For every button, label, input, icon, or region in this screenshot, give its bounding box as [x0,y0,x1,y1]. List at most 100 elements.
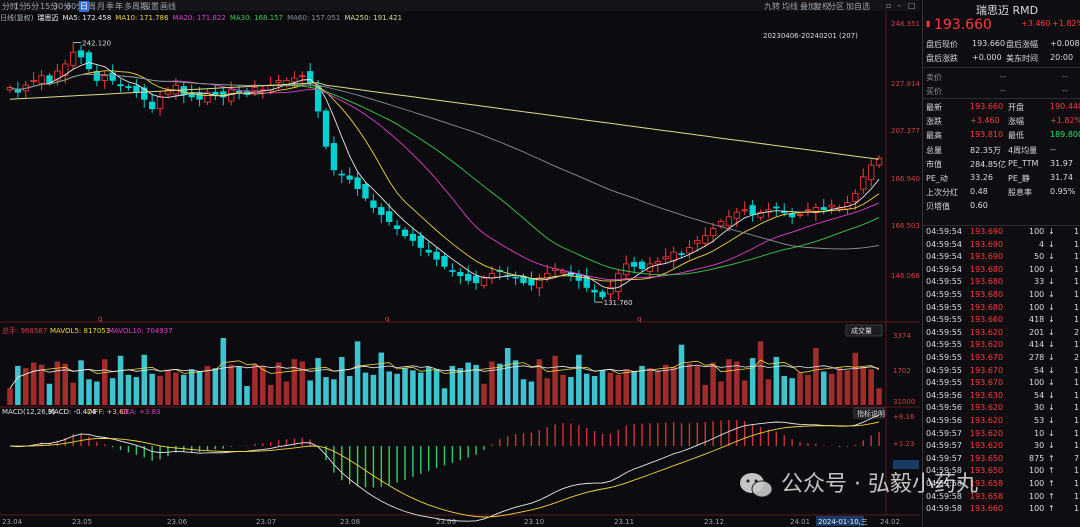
volume-legend-mavol5: MAVOL5: 817053 [50,327,110,335]
macd-help-button[interactable] [853,407,885,419]
volume-bar [378,352,385,405]
volume-bar [552,355,558,405]
tick-volume: 100 [1029,290,1045,299]
candle-body [670,251,677,262]
volume-bar [299,361,306,405]
period-tab-5[interactable]: 60分 [66,2,85,11]
tool-button-4[interactable]: 分区 [828,2,844,11]
tool-button-0[interactable]: 九转 [764,2,780,11]
period-tab-13[interactable]: 画线 [160,2,176,11]
period-tab-11[interactable]: 多周期 [124,2,148,11]
candle-body [77,50,85,58]
candle-body [417,235,424,248]
tick-count: 2 [1074,353,1080,362]
volume-bar [188,369,195,405]
candle-body [678,253,685,255]
period-tab-12[interactable]: 设置 [143,2,159,11]
period-tab-2[interactable]: 5分 [26,2,40,11]
period-tab-4[interactable]: 30分 [53,2,72,11]
candle-body [54,70,61,81]
tick-time: 04:59:56 [926,403,962,413]
ma-line-10 [9,70,880,282]
candle-body [378,207,385,215]
tick-volume: 53 [1034,416,1045,425]
after-hours-row: 盘后涨跌 +0.000 美东时间 20:00 [926,53,1078,64]
stat-label: 最新 [926,103,942,112]
tick-row: 04:59:58 193.658 100 ↑ 1 [926,492,1079,503]
square-icon[interactable]: ▫ [886,1,892,10]
candle-body [228,89,235,102]
tick-price: 193.620 [970,327,1004,337]
minimize-icon[interactable]: – [897,1,901,10]
period-tab-0[interactable]: 分时 [2,2,18,11]
candle-body [46,75,53,84]
after-hours-value-2: +0.008% [1050,39,1080,48]
panel-divider [923,225,1080,226]
period-tab-1[interactable]: 1分 [14,2,28,11]
volume-bar [781,375,788,405]
down-arrow-icon: ↓ [1048,227,1055,236]
volume-bar [757,341,764,405]
chart-canvas[interactable]: 248.351 227.814 207.377 186.940 166.503 146.0… [0,0,920,527]
stat-value-2: 0.95% [1050,187,1076,197]
candle-body [125,86,132,88]
ma-legend: 日线(复权) 瑞思迈 MA5: 172.458 MA10: 171.786 MA20: … [0,13,920,25]
candle-body [299,75,306,78]
tool-button-3[interactable]: 复权 [814,2,830,11]
candle-body [536,277,543,289]
period-tab-3[interactable]: 15分 [40,2,59,11]
volume-bar [836,368,843,405]
price-change: +3.460 [1021,19,1051,28]
candle-body [757,211,764,218]
volume-bar [425,367,432,405]
candle-body [330,143,338,171]
period-tab-6[interactable]: 日 [79,1,89,12]
volume-bar [54,361,61,405]
tool-button-2[interactable]: 叠加 [800,2,816,11]
tick-price: 193.670 [970,353,1004,362]
legend-ma-5: MA250: 191.421 [344,14,403,22]
date-axis-label: 23.12 [704,518,724,526]
price-flag-icon: ▮ [926,19,931,28]
tick-time: 04:59:55 [926,378,962,388]
volume-bar [852,352,859,405]
tick-price: 193.630 [970,390,1004,400]
tick-row: 04:59:56 193.630 54 ↓ 1 [926,390,1079,402]
volume-bar [868,369,874,405]
tick-volume: 54 [1034,390,1045,400]
maximize-icon[interactable]: □ [908,1,916,10]
tool-button-5[interactable]: 加自选 [846,2,870,11]
period-tab-8[interactable]: 月 [97,2,105,11]
volume-indicator-button-label: 成交量 [851,326,872,335]
volume-bar [686,363,693,405]
volume-bar [38,364,45,405]
volume-bar [370,374,377,405]
tick-count: 1 [1074,416,1080,425]
panel-divider [923,98,1080,99]
volume-bar [457,368,464,405]
down-arrow-icon: ↓ [1048,315,1055,325]
period-tab-9[interactable]: 季 [106,2,114,11]
tick-row: 04:59:54 193.690 4 ↓ 1 [926,240,1079,251]
volume-bar [710,362,716,405]
tool-button-1[interactable]: 均线 [782,2,798,11]
tick-time: 04:59:57 [926,428,962,438]
volume-bar [670,367,677,405]
tick-time: 04:59:55 [926,340,962,350]
volume-bar [583,373,590,405]
period-tab-7[interactable]: 周 [88,2,96,11]
period-tab-10[interactable]: 年 [115,2,123,11]
bidask-volume: -- [1062,72,1068,81]
volume-bar [749,358,756,405]
volume-indicator-button[interactable] [845,324,883,337]
candle-body [709,228,717,237]
tick-count: 1 [1074,441,1080,451]
volume-bar [820,371,827,405]
candle-body [694,239,701,244]
volume-bar [267,384,274,405]
volume-bar [165,370,171,405]
volume-bar [528,381,535,405]
stat-value: 193.660 [970,102,1004,111]
volume-bar [797,372,803,405]
volume-bar [410,370,416,405]
